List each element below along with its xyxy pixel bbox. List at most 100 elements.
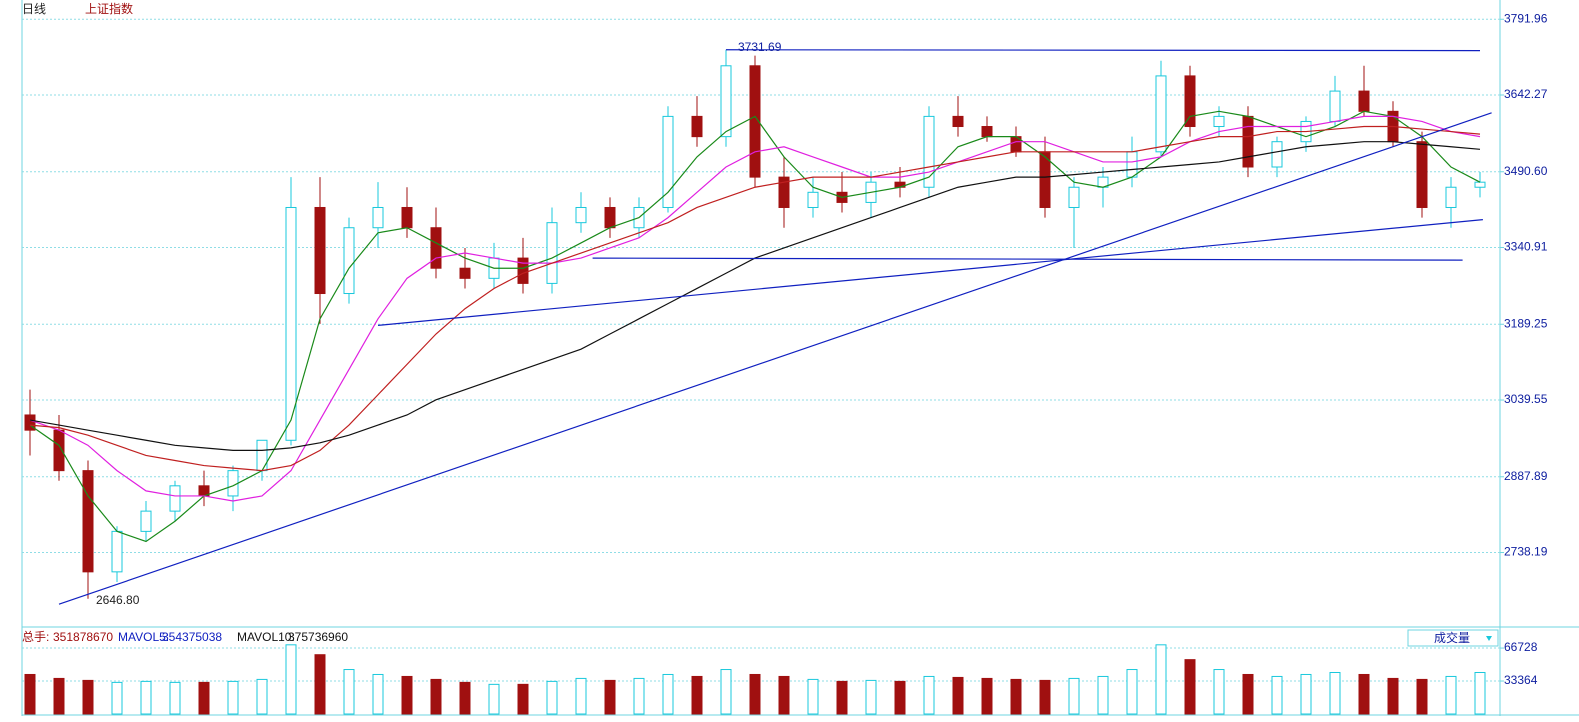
candle-body	[314, 206, 326, 295]
volume-bar	[24, 673, 36, 715]
moving-average	[29, 115, 1481, 502]
volume-bar	[807, 678, 819, 715]
volume-bar	[488, 683, 500, 715]
y-tick-label: 66728	[1504, 640, 1538, 654]
volume-bar	[1358, 673, 1370, 715]
period: 日线	[22, 2, 46, 16]
candle-body	[343, 227, 355, 295]
volume-bar	[691, 675, 703, 715]
candle-body	[111, 530, 123, 573]
volume-bar	[836, 680, 848, 715]
candle-body	[1271, 141, 1283, 168]
candle-body	[575, 206, 587, 224]
indicator-selector[interactable]: 成交量	[1407, 629, 1499, 647]
volume-bar	[981, 677, 993, 715]
volume-bar	[430, 678, 442, 715]
candle-body	[807, 191, 819, 208]
volume-bar	[952, 676, 964, 715]
candle-body	[227, 470, 239, 497]
volume-bar	[1155, 644, 1167, 715]
candle-body	[749, 65, 761, 178]
candle-body	[1155, 75, 1167, 153]
volume-bar	[459, 681, 471, 715]
volume-bar	[256, 678, 268, 715]
candle-body	[1416, 141, 1428, 208]
total-value: 351878670	[53, 630, 113, 644]
candle-body	[952, 115, 964, 128]
candle-body	[1445, 186, 1457, 208]
y-tick-label: 3189.25	[1504, 316, 1548, 330]
total-label: 总手:	[22, 630, 49, 644]
volume-bar	[53, 677, 65, 715]
volume-bar	[1126, 669, 1138, 715]
candle-body	[1213, 115, 1225, 128]
candle-body	[256, 439, 268, 472]
candle-body	[517, 257, 529, 284]
mavol10-label: MAVOL10:	[237, 630, 295, 644]
candle-body	[1184, 75, 1196, 128]
volume-bar	[372, 673, 384, 715]
candle-body	[720, 65, 732, 138]
candle-body	[1126, 151, 1138, 178]
volume-bar	[1039, 679, 1051, 715]
candle-body	[923, 115, 935, 188]
candle-body	[662, 115, 674, 208]
candle-body	[778, 176, 790, 208]
volume-bar	[1068, 677, 1080, 715]
candle-body	[604, 206, 616, 229]
volume-bar	[1329, 671, 1341, 715]
volume-bar	[343, 669, 355, 715]
mavol5-label: MAVOL5:	[118, 630, 169, 644]
y-tick-label: 3791.96	[1504, 11, 1548, 25]
y-tick-label: 3340.91	[1504, 240, 1548, 254]
candle-body	[401, 206, 413, 229]
volume-bar	[1271, 675, 1283, 715]
candle-body	[1068, 186, 1080, 208]
candle-body	[1329, 90, 1341, 122]
selector-text[interactable]: 成交量	[1434, 630, 1470, 645]
y-tick-label: 3642.27	[1504, 87, 1548, 101]
candle-body	[169, 485, 181, 512]
volume-bar	[285, 644, 297, 715]
candle-body	[285, 206, 297, 441]
volume-bar	[604, 679, 616, 715]
mavol5-value: 354375038	[162, 630, 222, 644]
volume-bar	[227, 680, 239, 715]
candle-body	[1358, 90, 1370, 112]
volume-bar	[1242, 673, 1254, 715]
candle-body	[1242, 115, 1254, 168]
volume-bar	[546, 680, 558, 715]
moving-average	[29, 125, 1481, 472]
mavol10-value: 375736960	[288, 630, 348, 644]
high-annotation: 3731.69	[738, 40, 782, 54]
volume-bar	[1300, 673, 1312, 715]
candle-body	[1474, 181, 1486, 188]
candle-body	[82, 470, 94, 573]
low-annotation: 2646.80	[96, 593, 140, 607]
candle-body	[691, 115, 703, 138]
volume-bar	[1387, 677, 1399, 715]
volume-bar	[140, 680, 152, 715]
volume-bar	[111, 681, 123, 715]
volume-bar	[1097, 675, 1109, 715]
volume-bar	[517, 683, 529, 715]
candle-body	[372, 206, 384, 229]
y-tick-label: 33364	[1504, 673, 1538, 687]
candle-body	[24, 414, 36, 431]
moving-average	[29, 110, 1481, 543]
volume-bar	[1445, 675, 1457, 715]
volume-bar	[314, 654, 326, 715]
selector-box[interactable]	[1407, 629, 1499, 647]
volume-bar	[778, 675, 790, 715]
volume-bar	[633, 677, 645, 715]
volume-bar	[198, 681, 210, 715]
trendline	[377, 219, 1483, 326]
volume-bar	[662, 673, 674, 715]
chart-title: 上证指数	[85, 1, 133, 16]
volume-bar	[169, 681, 181, 715]
selector-arrow[interactable]	[1486, 636, 1492, 641]
candle-body	[546, 222, 558, 284]
y-tick-label: 3490.60	[1504, 164, 1548, 178]
